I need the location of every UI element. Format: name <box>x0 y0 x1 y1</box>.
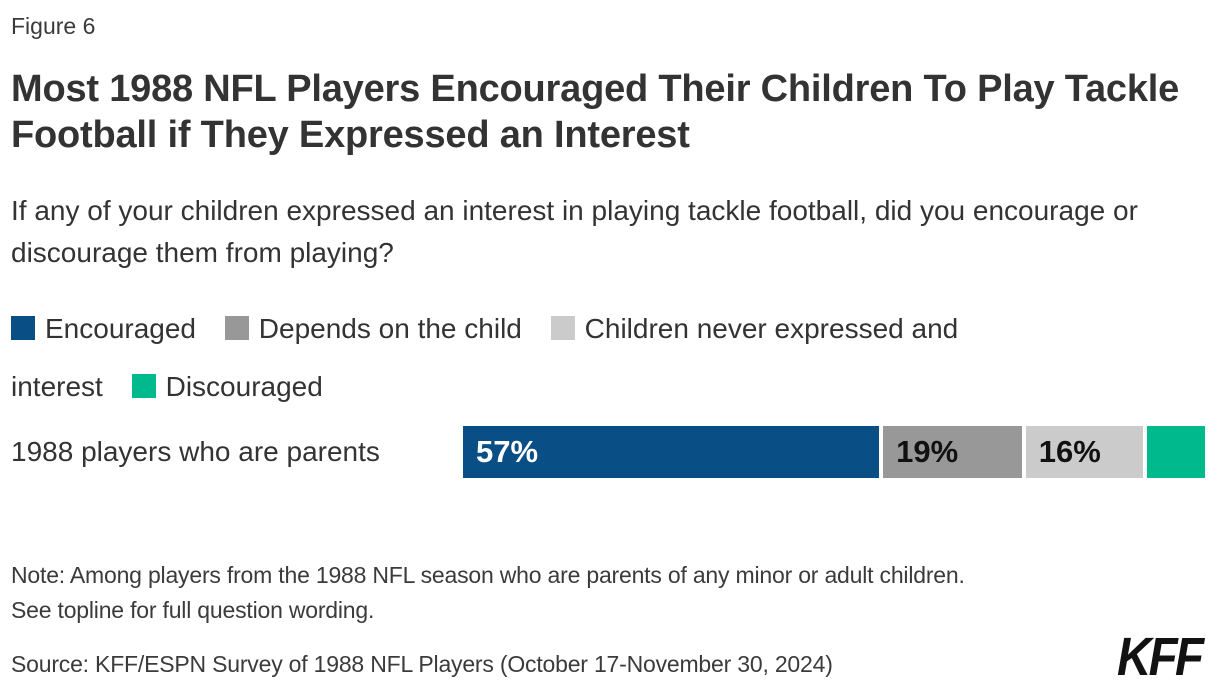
figure-label: Figure 6 <box>11 13 96 39</box>
footer: Source: KFF/ESPN Survey of 1988 NFL Play… <box>11 627 1205 687</box>
source-text: Source: KFF/ESPN Survey of 1988 NFL Play… <box>11 651 833 677</box>
chart-subtitle: If any of your children expressed an int… <box>11 195 1138 268</box>
legend-swatch-children-never-expressed-and-interest <box>550 316 575 340</box>
legend-label: Encouraged <box>45 313 197 344</box>
note-text: Note: Among players from the 1988 NFL se… <box>11 562 965 623</box>
chart-title: Most 1988 NFL Players Encouraged Their C… <box>11 68 1180 156</box>
bar-segment-children-never-expressed-and-interest[interactable]: 16% <box>1025 426 1143 478</box>
legend-item-children-never-expressed-and-interest[interactable]: Children never expressed and interest <box>11 313 958 402</box>
legend-item-depends-on-the-child[interactable]: Depends on the child <box>224 313 522 344</box>
kff-logo: KFF <box>1117 627 1204 687</box>
legend-item-encouraged[interactable]: Encouraged <box>11 313 196 344</box>
legend-swatch-discouraged <box>131 374 156 398</box>
legend-label: Discouraged <box>165 371 323 402</box>
legend-item-discouraged[interactable]: Discouraged <box>131 371 323 402</box>
bar-segment-discouraged[interactable] <box>1146 426 1205 478</box>
bar-segment-value: 16% <box>1038 434 1101 469</box>
legend: Encouraged Depends on the child Children… <box>11 300 1051 416</box>
stacked-bar: 57% 19% 16% <box>463 426 1205 478</box>
legend-swatch-encouraged <box>11 316 35 340</box>
bar-segment-encouraged[interactable]: 57% <box>463 426 880 478</box>
bar-segment-value: 19% <box>896 434 959 469</box>
bar-row: 1988 players who are parents 57% 19% 16% <box>11 426 1205 478</box>
bar-segment-depends-on-the-child[interactable]: 19% <box>883 426 1022 478</box>
legend-swatch-depends-on-the-child <box>224 316 249 340</box>
bar-segment-value: 57% <box>476 434 539 469</box>
legend-label: Depends on the child <box>258 313 522 344</box>
category-label: 1988 players who are parents <box>11 436 380 467</box>
legend-label: Children never expressed and interest <box>11 313 959 402</box>
